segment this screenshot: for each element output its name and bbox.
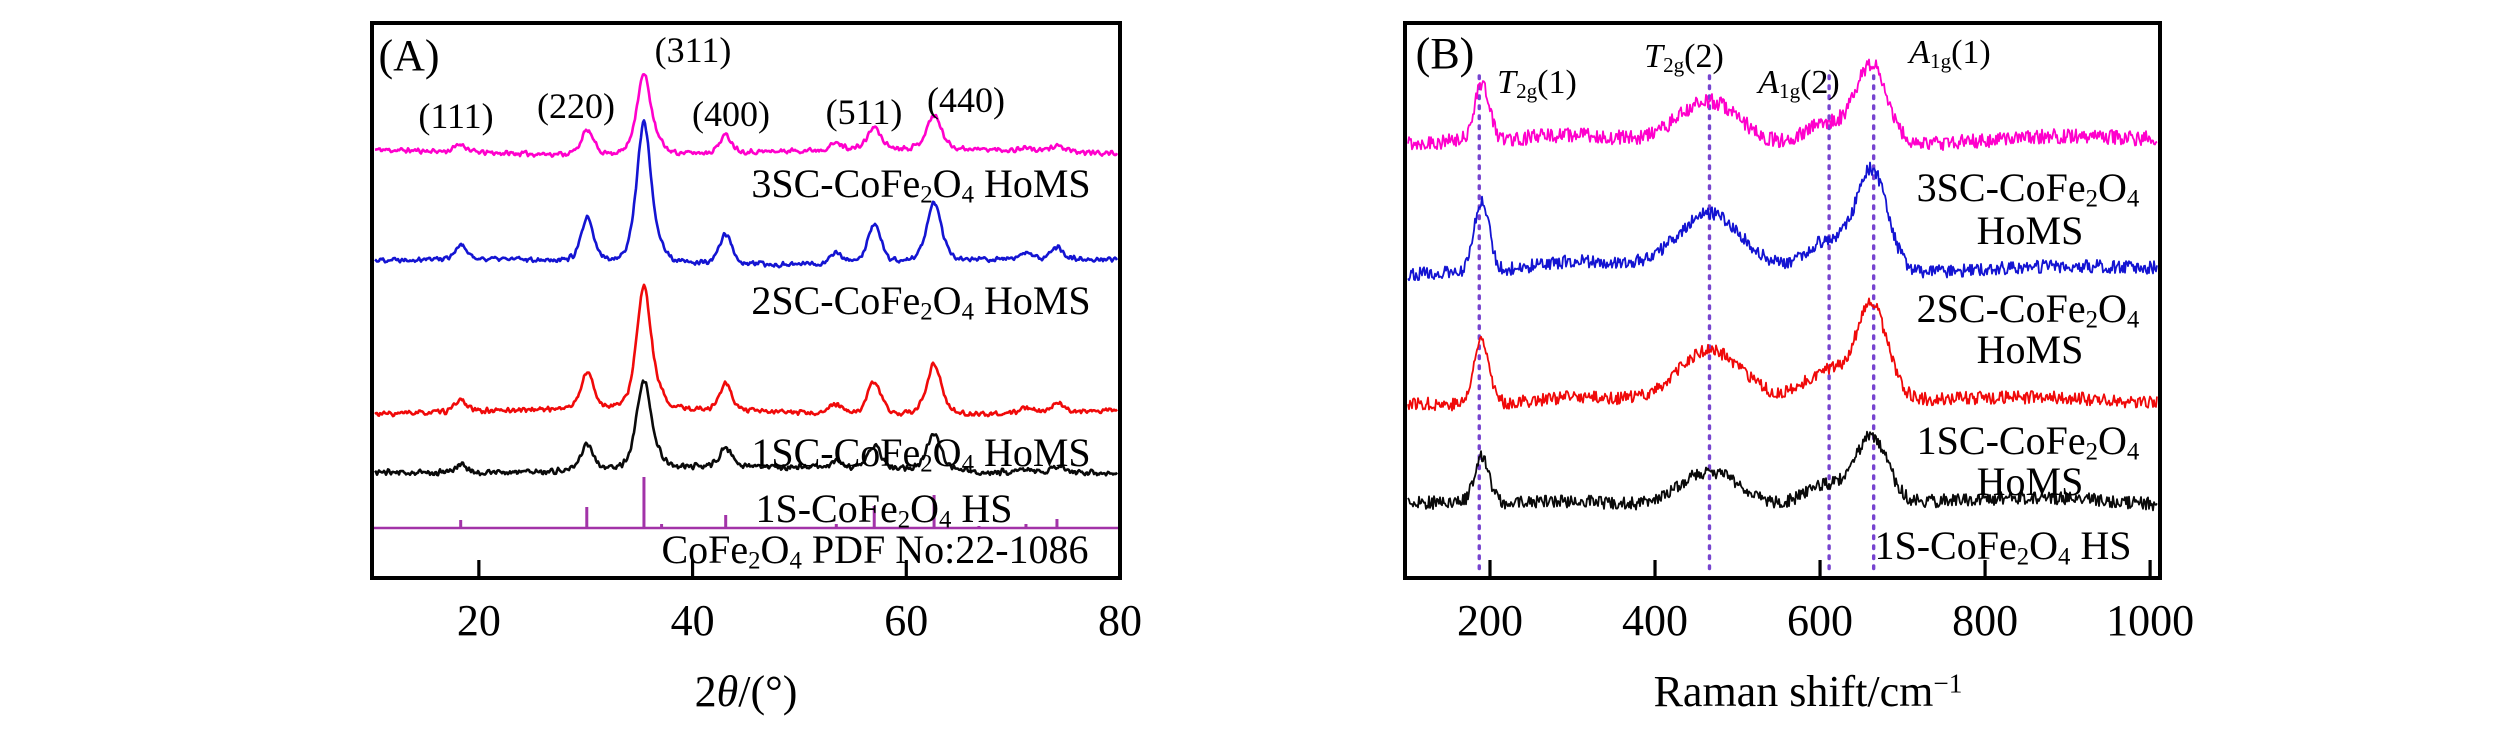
x-tick-label-b-800: 800 [1952,596,2019,646]
x-tick-label-a-60: 60 [884,596,929,646]
peak-label-220: (220) [537,85,615,126]
raman-trace-2sc-cofe2o4-homs [1407,161,2158,282]
panel-b-frame [1403,21,2162,580]
xrd-trace-1s-cofe2o4-hs [374,379,1119,477]
panel-a-x-axis-title: 2θ/(°) [694,667,798,717]
sample-label-b-1sc-line1: 1SC-CoFe2O4 [1916,417,2140,466]
panel-b-x-axis-title: Raman shift/cm−1 [1653,667,1963,717]
mode-label-t2g2: T2g(2) [1644,37,1724,78]
sample-label-b-2sc-line2: HoMS [1976,327,2084,372]
peak-label-400: (400) [692,93,770,134]
x-tick-label-b-600: 600 [1787,596,1854,646]
sample-label-b-3sc-line1: 3SC-CoFe2O4 [1916,164,2140,213]
x-tick-label-a-20: 20 [456,596,501,646]
x-tick-label-a-40: 40 [670,596,715,646]
sample-label-b-3sc-line2: HoMS [1976,208,2084,253]
sample-label-a-1s-hs: 1S-CoFe2O4 HS [755,485,1013,534]
panel-b-tag: (B) [1415,29,1475,79]
sample-label-b-1s-hs: 1S-CoFe2O4 HS [1874,522,2132,571]
x-tick-label-a-80: 80 [1098,596,1142,646]
sample-label-a-1sc-homs: 1SC-CoFe2O4 HoMS [751,429,1091,478]
sample-label-a-2sc-homs: 2SC-CoFe2O4 HoMS [751,277,1091,326]
pdf-card-label: CoFe2O4 PDF No:22-1086 [661,526,1089,575]
x-tick-label-b-400: 400 [1622,596,1689,646]
sample-label-b-1sc-line2: HoMS [1976,459,2084,504]
x-tick-label-b-200: 200 [1456,596,1523,646]
x-tick-label-b-1000: 1000 [2106,596,2195,646]
peak-label-440: (440) [927,79,1005,120]
mode-label-t2g1: T2g(1) [1497,63,1577,104]
raman-trace-3sc-cofe2o4-homs [1407,58,2158,152]
sample-label-b-2sc-line1: 2SC-CoFe2O4 [1916,285,2140,334]
sample-label-a-3sc-homs: 3SC-CoFe2O4 HoMS [751,160,1091,209]
mode-label-a1g1: A1g(1) [1909,33,1991,74]
xrd-trace-2sc-cofe2o4-homs [374,119,1119,269]
mode-label-a1g2: A1g(2) [1758,63,1840,104]
xrd-trace-3sc-cofe2o4-homs [374,73,1119,158]
peak-label-311: (311) [654,29,732,70]
panel-a-frame [370,21,1122,580]
peak-label-511: (511) [825,91,903,132]
raman-trace-1sc-cofe2o4-homs [1407,297,2158,412]
peak-label-111: (111) [418,95,494,136]
panel-a-tag: (A) [378,31,440,81]
xrd-trace-1sc-cofe2o4-homs [374,283,1118,418]
raman-trace-1s-cofe2o4-hs [1407,430,2158,512]
